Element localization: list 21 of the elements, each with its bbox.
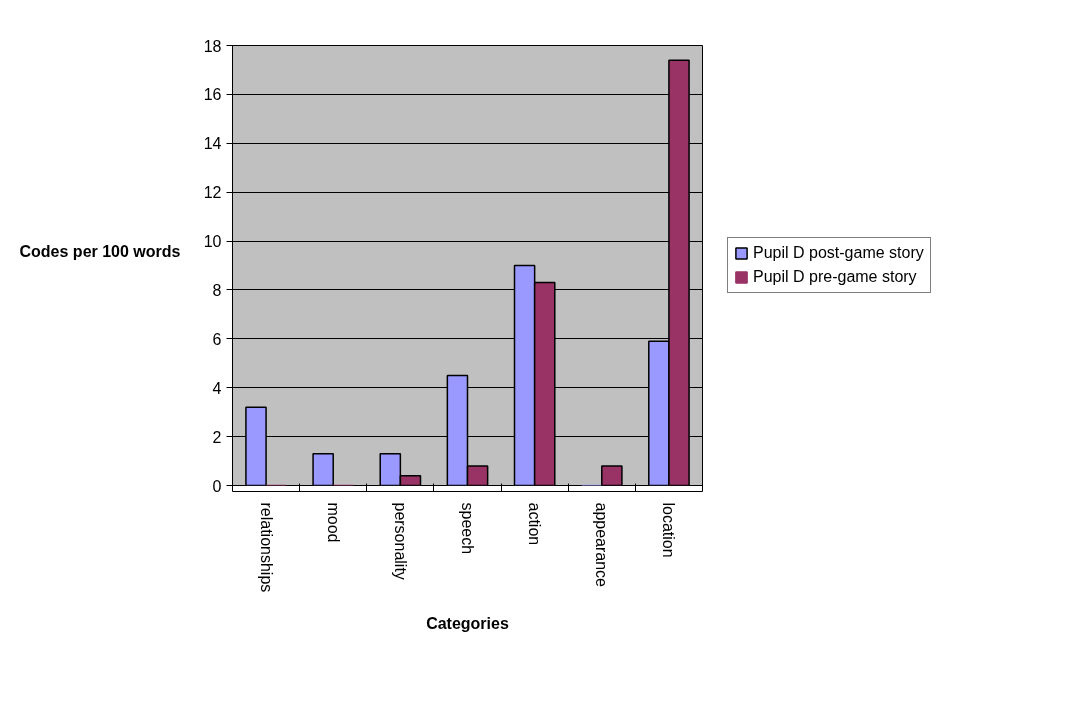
- x-tick-label: location: [660, 502, 678, 558]
- y-tick-label: 4: [212, 379, 222, 397]
- y-tick-label: 0: [212, 477, 222, 495]
- x-tick-label: relationships: [257, 502, 275, 593]
- x-tick-label: personality: [391, 502, 409, 580]
- y-tick-label: 6: [212, 330, 222, 348]
- y-tick-label: 12: [203, 184, 222, 202]
- x-tick-label: mood: [324, 502, 342, 543]
- y-axis-title: Codes per 100 words: [19, 242, 181, 262]
- y-tick-label: 2: [212, 428, 222, 446]
- x-axis-title: Categories: [426, 615, 509, 633]
- x-tick-label: action: [526, 502, 544, 546]
- x-tick-label: appearance: [593, 502, 611, 588]
- y-tick-label: 14: [203, 135, 222, 153]
- x-tick-label: speech: [459, 502, 476, 555]
- y-tick-label: 8: [212, 281, 222, 299]
- y-tick-label: 16: [203, 86, 222, 104]
- legend-label: Pupil D pre-game story: [753, 268, 917, 286]
- y-tick-label: 18: [203, 37, 222, 55]
- legend-label: Pupil D post-game story: [753, 244, 924, 262]
- y-tick-label: 10: [203, 233, 222, 251]
